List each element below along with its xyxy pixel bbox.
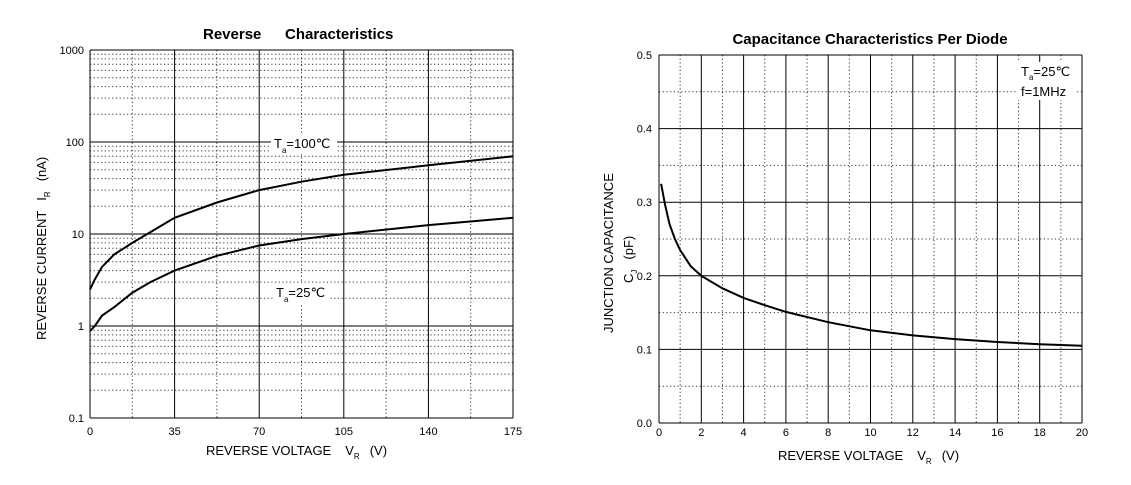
x-tick-label: 12 (907, 427, 919, 439)
reverse-characteristics-chart: 0 35 70 105 140 175 0.1 1 10 100 1000 Reverse Char… (34, 26, 522, 461)
x-tick-label: 16 (991, 427, 1003, 439)
x-tick-label: 6 (783, 427, 789, 439)
y-tick-label: 0.1 (69, 413, 84, 425)
y-axis-label: REVERSE CURRENTIR(nA) (34, 157, 52, 340)
annotation-temp: Ta=25℃ (1021, 64, 1070, 82)
series-line-0 (89, 155, 514, 290)
x-axis-label: REVERSE VOLTAGE VR (V) (206, 443, 387, 461)
x-tick-label: 14 (949, 427, 961, 439)
x-tick-label: 4 (741, 427, 747, 439)
y-tick-label: 1000 (60, 45, 84, 57)
x-tick-label: 0 (656, 427, 662, 439)
y-tick-label: 100 (66, 137, 84, 149)
x-tick-label: 140 (419, 426, 437, 438)
x-tick-label: 20 (1076, 427, 1088, 439)
y-axis-label-symbol: CJ(pF) (621, 236, 639, 283)
chart-title-part2: Characteristics (285, 26, 393, 43)
y-tick-label: 0.4 (637, 124, 652, 136)
x-tick-label: 70 (253, 426, 265, 438)
label-bg (271, 134, 337, 154)
chart-title: Capacitance Characteristics Per Diode (732, 31, 1007, 48)
x-tick-label: 18 (1034, 427, 1046, 439)
y-tick-label: 0.0 (637, 418, 652, 430)
x-tick-label: 105 (335, 426, 353, 438)
series-lines (89, 155, 514, 332)
y-tick-label: 10 (72, 229, 84, 241)
chart-title-part1: Reverse (203, 26, 261, 43)
grid (658, 54, 1083, 424)
x-tick-label: 0 (87, 426, 93, 438)
x-axis-label: REVERSE VOLTAGE VR (V) (778, 448, 959, 466)
x-tick-label: 10 (864, 427, 876, 439)
series-label-100c: Ta=100℃ (274, 136, 330, 155)
y-tick-label: 1 (78, 321, 84, 333)
x-tick-label: 35 (168, 426, 180, 438)
annotation-bg (1018, 62, 1076, 100)
grid (89, 49, 514, 419)
label-bg (273, 283, 329, 303)
annotation-freq: f=1MHz (1021, 84, 1066, 99)
series-lines (660, 183, 1083, 347)
y-tick-label: 0.2 (637, 271, 652, 283)
series-label-25c: Ta=25℃ (276, 285, 325, 304)
series-line-1 (89, 216, 514, 332)
series-line-0 (660, 183, 1083, 347)
x-tick-label: 175 (504, 426, 522, 438)
tick-labels: 0 2 4 6 8 10 12 14 16 18 20 0.0 0.1 0.2 0.3 0.4 0.5 (637, 50, 1088, 439)
tick-labels: 0 35 70 105 140 175 0.1 1 10 100 1000 (60, 45, 523, 438)
y-tick-label: 0.3 (637, 197, 652, 209)
y-axis-label: JUNCTION CAPACITANCE (601, 173, 616, 333)
capacitance-chart: 0 2 4 6 8 10 12 14 16 18 20 0.0 0.1 0.2 0.3 0.4 0.5 Capa… (601, 31, 1088, 466)
y-tick-label: 0.5 (637, 50, 652, 62)
x-tick-label: 2 (698, 427, 704, 439)
x-tick-label: 8 (825, 427, 831, 439)
y-tick-label: 0.1 (637, 344, 652, 356)
